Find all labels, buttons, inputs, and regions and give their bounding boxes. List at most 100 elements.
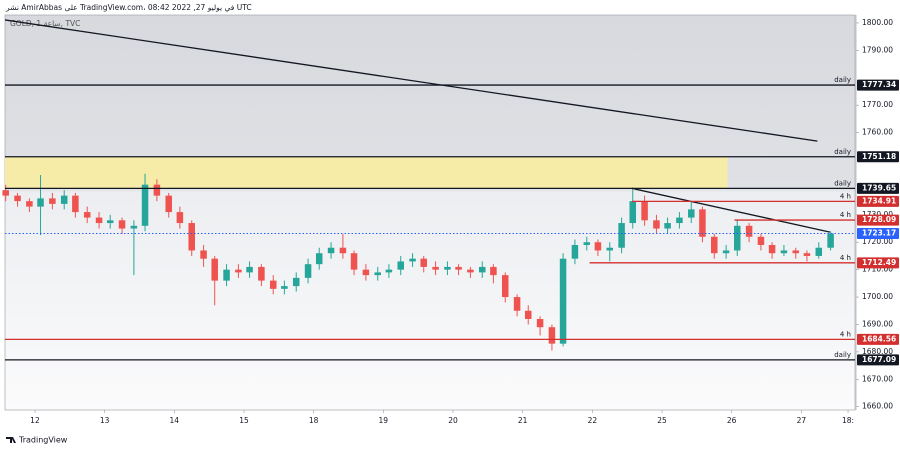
candle-body [490,266,497,276]
logo [6,437,16,443]
level-tag [857,79,899,91]
zone [5,156,728,189]
candle-body [72,195,79,213]
level-tag [857,354,899,366]
candle-body [688,209,695,218]
candle-body [559,258,567,344]
plot-bg [5,15,855,410]
candle-body [815,247,823,256]
candle-body [524,310,532,319]
level-timeframe: daily [834,179,851,187]
candle-body [548,327,556,344]
y-tick-label: 1720.00 [862,237,893,246]
footer: TradingView [18,436,68,445]
x-tick-label: 14 [170,416,180,425]
level-tag-label: 1728.09 [862,215,896,224]
y-tick-label: 1690.00 [862,319,893,328]
level-tag [857,195,899,207]
level-timeframe: daily [834,76,851,84]
candle-body [304,264,312,278]
candle-body [2,190,9,196]
candle-body [397,261,404,270]
candle-body [385,269,393,273]
x-tick-label: 21 [518,416,528,425]
candle-body [780,250,788,254]
candle-body [26,201,33,207]
candle-body [699,209,706,237]
candle-body [722,250,730,254]
level-timeframe: 4 h [840,330,851,338]
x-tick-label: 15 [239,416,249,425]
candle-body [258,266,265,281]
candle-body [571,244,579,259]
candle-body [83,212,91,218]
level-tag [857,214,899,226]
candle-body [583,242,591,245]
candle-body [246,266,253,273]
candle-body [165,195,172,213]
candle-body [176,212,184,224]
y-tick-label: 1670.00 [862,374,893,383]
candle-body [235,269,242,273]
candle-body [757,236,765,245]
candle-body [350,253,358,270]
candle-body [281,286,288,289]
x-tick-label: 26 [727,416,737,425]
candle-body [664,223,671,229]
x-tick-label: 13 [100,416,110,425]
level-tag [857,151,899,163]
candle-body [153,184,161,196]
trend-line [631,187,831,233]
level-tag [857,257,899,269]
y-tick-label: 1800.00 [862,18,893,27]
candle-body [606,247,614,251]
candle-body [374,272,382,276]
level-tag [857,333,899,345]
y-tick-label: 1710.00 [862,265,893,274]
candle-body [803,253,811,256]
candle-body [118,220,126,229]
candle-body [629,201,637,224]
candle-body [432,266,439,270]
candle-body [733,225,741,251]
candle-body [501,275,509,298]
y-tick-label: 1790.00 [862,45,893,54]
candle-body [141,184,149,226]
candle-body [745,225,753,237]
level-timeframe: daily [834,351,851,359]
candle-body [269,280,277,289]
level-tag [857,228,899,240]
candle-body [676,217,683,224]
candle-body [594,242,602,251]
level-timeframe: 4 h [840,192,851,200]
level-timeframe: 4 h [840,211,851,219]
y-tick-label: 1730.00 [862,210,893,219]
level-tag-label: 1723.17 [862,229,896,238]
candle-body [641,201,648,221]
candle-body [444,266,451,270]
candle-body [478,266,486,273]
y-tick-label: 1770.00 [862,100,893,109]
candle-body [130,225,138,229]
x-tick-label: 12 [30,416,40,425]
x-tick-label: 19 [379,416,389,425]
x-tick-label: 25 [657,416,667,425]
x-tick-label: 22 [588,416,598,425]
symbol: GOLD, 1 ساعة, TVC [10,19,80,28]
candle-body [14,195,21,202]
y-tick-label: 1680.00 [862,347,893,356]
candle-body [327,247,335,254]
candle-body [792,250,800,254]
level-tag-label: 1712.49 [862,258,896,267]
candle-body [420,258,427,267]
level-tag-label: 1751.18 [862,152,896,161]
candle-body [362,269,370,276]
level-timeframe: daily [834,148,851,156]
level-tag-label: 1684.56 [862,334,896,343]
level-tag-label: 1734.91 [862,196,896,205]
publisher: نشر AmirAbbas على TradingView.com، في يو… [5,3,252,12]
candle-body [467,269,474,273]
plot-frame [4,14,856,411]
x-tick-label: 27 [797,416,807,425]
candle-body [536,318,544,328]
